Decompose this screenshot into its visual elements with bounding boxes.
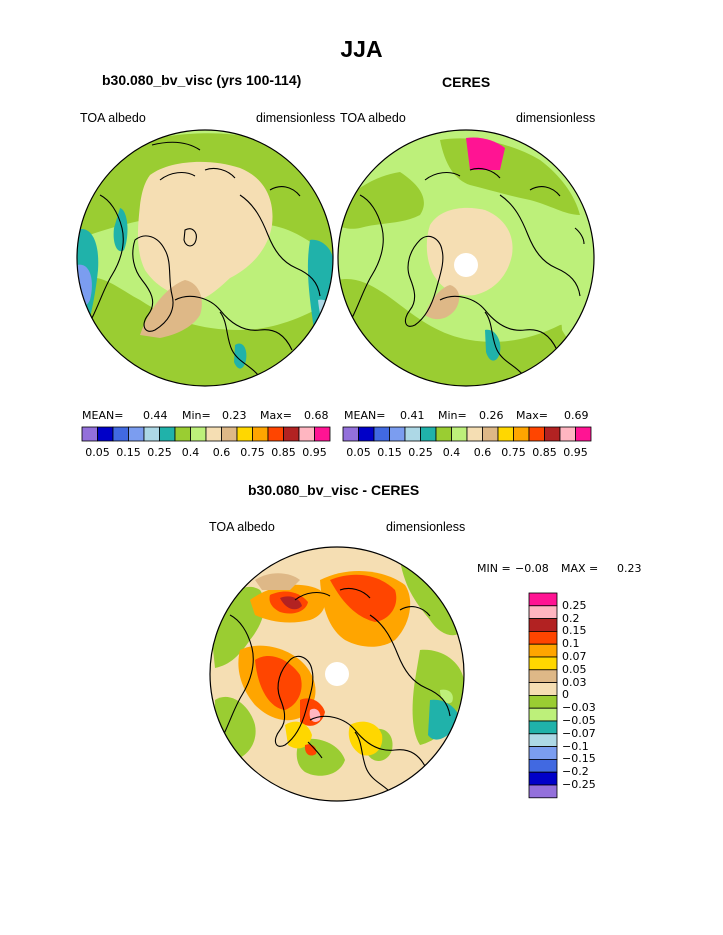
panel-2-colorbar-label: 0.75 [501, 446, 526, 459]
panel-1-colorbar-label: 0.75 [240, 446, 265, 459]
panel-1-colorbar-box [314, 426, 331, 442]
panel-1-min-label: Min= [182, 409, 211, 422]
panel-1-colorbar-label: 0.85 [271, 446, 296, 459]
panel-3-colorbar-label: −0.05 [562, 714, 596, 727]
panel-1-colorbar-label: 0.6 [212, 446, 231, 459]
panel-2-mean-value: 0.41 [400, 409, 425, 422]
panel-3-map [210, 547, 464, 801]
panel-1-title: b30.080_bv_visc (yrs 100-114) [102, 72, 302, 88]
panel-3-colorbar-label: 0.05 [562, 662, 587, 676]
panel-3-colorbar-label: 0.03 [562, 675, 587, 689]
panel-2-min-value: 0.26 [479, 409, 504, 422]
panel-3-colorbar-label: 0.2 [562, 611, 580, 625]
panel-3-colorbar-label: −0.03 [562, 701, 596, 715]
panel-2-min-label: Min= [438, 409, 467, 422]
panel-1-map [77, 130, 333, 386]
panel-1-mean-value: 0.44 [143, 409, 168, 422]
panel-3-colorbar-label: 0 [562, 688, 569, 702]
panel-1-mean-label: MEAN= [82, 409, 124, 422]
panel-3-colorbar-label: 0.25 [562, 598, 587, 612]
panel-1-max-label: Max= [260, 409, 292, 422]
panel-1-variable-label: TOA albedo [80, 111, 146, 125]
panel-1-max-value: 0.68 [304, 409, 329, 422]
panel-2-colorbar-labels: 0.05 0.15 0.25 0.4 0.6 0.75 0.85 0.95 [0, 446, 723, 460]
panel-1-stats: MEAN= 0.44 Min= 0.23 Max= 0.68 [82, 409, 332, 423]
panel-1-colorbar-label: 0.95 [302, 446, 327, 459]
panel-2-colorbar-box [575, 426, 592, 442]
panel-3-max-value: 0.23 [617, 562, 642, 575]
panel-1-colorbar-labels: 0.05 0.15 0.25 0.4 0.6 0.75 0.85 0.95 [0, 446, 723, 460]
panel-3-colorbar-label: 0.07 [562, 650, 587, 663]
panel-3-variable-label: TOA albedo [209, 520, 275, 534]
panel-2-colorbar-label: 0.4 [442, 446, 461, 459]
panel-2-mean-label: MEAN= [344, 409, 386, 422]
panel-3-colorbar-label: 0.1 [562, 637, 580, 651]
panel-2-colorbar-label: 0.6 [473, 446, 492, 459]
panel-3-colorbar-label: −0.1 [562, 739, 589, 753]
panel-2-title: CERES [442, 74, 491, 90]
panel-2-colorbar-label: 0.25 [408, 446, 433, 459]
panel-3-units-label: dimensionless [386, 520, 466, 534]
panel-1-colorbar-label: 0.4 [181, 446, 200, 459]
panel-3-colorbar-label: −0.2 [562, 765, 589, 779]
panel-1-colorbar-label: 0.05 [85, 446, 110, 459]
panel-3-title: b30.080_bv_visc - CERES [248, 482, 420, 498]
figure-title: JJA [340, 36, 383, 62]
panel-2-max-label: Max= [516, 409, 548, 422]
panel-1-units-label: dimensionless [256, 111, 336, 125]
panel-3-min-label: MIN = [477, 562, 511, 575]
panel-3-colorbar-label: −0.25 [562, 778, 596, 791]
panel-3-min-value: −0.08 [515, 562, 549, 575]
panel-2-map [338, 130, 594, 386]
panel-2-colorbar-label: 0.95 [563, 446, 588, 459]
panel-1-colorbar-label: 0.25 [147, 446, 172, 459]
panel-2-max-value: 0.69 [564, 409, 589, 422]
panel-2-variable-label: TOA albedo [340, 111, 406, 125]
panel-2-stats: MEAN= 0.41 Min= 0.26 Max= 0.69 [344, 409, 594, 423]
panel-3-stats: MIN = −0.08 MAX = 0.23 [477, 562, 647, 576]
panel-1-colorbar-label: 0.15 [116, 446, 141, 459]
panel-3-colorbar-label: 0.15 [562, 624, 587, 638]
panel-2-colorbar-label: 0.15 [377, 446, 402, 459]
panel-3-max-label: MAX = [561, 562, 599, 575]
colorbars [81, 426, 592, 799]
panel-2-colorbar-label: 0.85 [532, 446, 557, 459]
panel-2-colorbar-label: 0.05 [346, 446, 371, 459]
panel-2-units-label: dimensionless [516, 111, 596, 125]
panel-3-colorbar-box [528, 784, 558, 799]
panel-3-colorbar-label: −0.15 [562, 752, 596, 766]
panel-1-min-value: 0.23 [222, 409, 247, 422]
panel-3-colorbar-label: −0.07 [562, 726, 596, 740]
